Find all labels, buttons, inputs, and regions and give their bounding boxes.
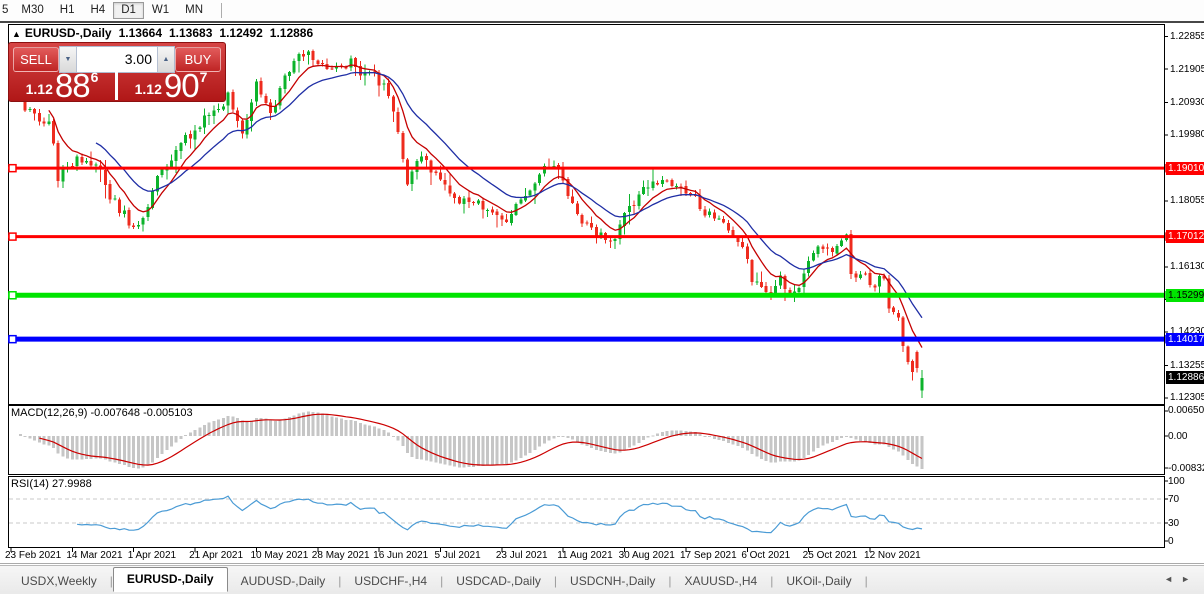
- level-price-label: 1.17012: [1166, 230, 1204, 244]
- toolbar-separator: [221, 3, 223, 18]
- date-axis-label: 6 Oct 2021: [741, 550, 791, 561]
- price-axis-tick: 1.22855: [1170, 31, 1204, 42]
- volume-decrease-icon[interactable]: ▼: [60, 47, 77, 72]
- bid-pip-digit: 6: [90, 69, 99, 85]
- macd-indicator-label: MACD(12,26,9) -0.007648 -0.005103: [11, 407, 193, 419]
- date-axis-label: 16 Jun 2021: [373, 550, 429, 561]
- tab-separator: |: [864, 573, 868, 588]
- rsi-pane: [8, 476, 1165, 548]
- chart-tab-eurusd-daily[interactable]: EURUSD-,Daily: [112, 566, 228, 592]
- rsi-axis-label: 100: [1168, 475, 1185, 487]
- date-axis-label: 21 Apr 2021: [189, 550, 244, 561]
- symbol-header: ▲ EURUSD-,Daily 1.13664 1.13683 1.12492 1.128…: [12, 26, 313, 40]
- toolbar-divider: [0, 21, 1204, 23]
- chart-tab-usdcad-daily[interactable]: USDCAD-,Daily: [456, 573, 541, 588]
- date-axis-label: 5 Jul 2021: [434, 550, 481, 561]
- chart-tab-usdx-weekly[interactable]: USDX,Weekly: [21, 573, 97, 588]
- date-axis-label: 23 Feb 2021: [5, 550, 62, 561]
- date-axis-label: 30 Aug 2021: [618, 550, 675, 561]
- sell-button[interactable]: SELL: [13, 47, 59, 72]
- bar-open-value: 1.13664: [118, 26, 162, 40]
- one-click-trade-panel: SELL ▼ 3.00 ▲ BUY 1.12 88 6 1.12 90 7: [8, 42, 226, 102]
- timeframe-h4[interactable]: H4: [90, 4, 106, 16]
- quote-divider: [115, 72, 118, 100]
- date-axis-label: 25 Oct 2021: [802, 550, 858, 561]
- bid-price[interactable]: 1.12 88 6: [10, 67, 114, 104]
- current-price-label: 1.12886: [1166, 371, 1204, 385]
- bid-prefix: 1.12: [25, 81, 53, 97]
- macd-axis-label: -0.00832: [1168, 462, 1204, 474]
- date-axis-label: 10 May 2021: [250, 550, 309, 561]
- date-axis-label: 23 Jul 2021: [495, 550, 548, 561]
- rsi-line: [77, 495, 923, 534]
- tab-separator: |: [338, 573, 342, 588]
- date-axis-label: 12 Nov 2021: [864, 550, 921, 561]
- ma-slow-line: [95, 71, 923, 319]
- tab-separator: |: [440, 573, 444, 588]
- chart-tab-audusd-daily[interactable]: AUDUSD-,Daily: [240, 573, 326, 588]
- date-axis-label: 28 May 2021: [311, 550, 370, 561]
- date-axis-label: 1 Apr 2021: [127, 550, 177, 561]
- price-axis-tick: 1.13255: [1170, 359, 1204, 371]
- level-price-label: 1.14017: [1166, 332, 1204, 346]
- volume-input[interactable]: 3.00: [77, 47, 157, 72]
- price-axis-tick: 1.21905: [1170, 63, 1204, 75]
- chart-tab-usdchf-h4[interactable]: USDCHF-,H4: [354, 573, 428, 588]
- level-price-label: 1.15299: [1166, 288, 1204, 302]
- macd-axis-label: 0.006503: [1168, 405, 1204, 417]
- timeframe-h1[interactable]: H1: [59, 4, 75, 16]
- ask-prefix: 1.12: [134, 81, 162, 97]
- tab-scroll-right-icon[interactable]: ►: [1181, 574, 1198, 584]
- bid-big-digits: 88: [54, 67, 91, 104]
- tab-scroll-left-icon[interactable]: ◄: [1164, 574, 1182, 584]
- price-axis-tick: 1.20930: [1170, 96, 1204, 108]
- timeframe-m30[interactable]: M30: [21, 4, 44, 16]
- macd-histogram: [18, 411, 924, 469]
- price-axis-tick: 1.16130: [1170, 261, 1204, 273]
- chart-tab-ukoil-daily[interactable]: UKOil-,Daily: [786, 573, 852, 588]
- buy-button[interactable]: BUY: [175, 47, 221, 72]
- timeframe-toolbar: 5 M30 H1 H4 D1 W1 MN: [0, 0, 1204, 21]
- volume-increase-icon[interactable]: ▲: [157, 47, 174, 72]
- date-axis-label: 14 Mar 2021: [66, 550, 123, 561]
- macd-signal-line: [39, 413, 923, 466]
- chart-tab-bar: USDX,Weekly | EURUSD-,Daily AUDUSD-,Daily | U…: [0, 565, 1204, 594]
- rsi-axis-label: 70: [1168, 493, 1180, 505]
- axis-ticks: [10, 36, 1168, 552]
- ask-pip-digit: 7: [199, 69, 208, 85]
- macd-axis-label: 0.00: [1168, 430, 1188, 442]
- collapse-arrow-icon[interactable]: ▲: [12, 29, 21, 39]
- tab-separator: |: [668, 573, 672, 588]
- price-axis-tick: 1.14230: [1170, 325, 1204, 338]
- price-axis-tick: 1.18055: [1170, 195, 1204, 207]
- chart-tab-usdcnh-daily[interactable]: USDCNH-,Daily: [570, 573, 656, 588]
- bar-low-value: 1.12492: [219, 26, 263, 40]
- tab-separator: |: [553, 573, 558, 588]
- ask-price[interactable]: 1.12 90 7: [119, 67, 223, 104]
- timeframe-mn[interactable]: MN: [185, 4, 204, 16]
- volume-stepper: ▼ 3.00 ▲: [59, 46, 175, 73]
- price-axis-tick: 1.19980: [1170, 129, 1204, 141]
- tab-separator: |: [770, 573, 774, 588]
- level-price-label: 1.19010: [1166, 161, 1204, 175]
- date-axis-label: 11 Aug 2021: [557, 550, 613, 561]
- rsi-axis-label: 30: [1168, 517, 1180, 529]
- tab-separator: |: [109, 573, 113, 588]
- ma-fast-line: [48, 64, 923, 348]
- price-axis-tick: 1.12305: [1170, 392, 1204, 404]
- workspace-divider: [0, 563, 1204, 564]
- ask-big-digits: 90: [163, 67, 200, 104]
- date-axis-label: 17 Sep 2021: [679, 550, 737, 561]
- symbol-name: EURUSD-,Daily: [24, 26, 112, 40]
- timeframe-d1[interactable]: D1: [113, 2, 144, 19]
- timeframe-w1[interactable]: W1: [151, 4, 170, 16]
- rsi-axis-label: 0: [1168, 535, 1174, 547]
- bar-close-value: 1.12886: [269, 26, 314, 40]
- timeframe-m15-partial[interactable]: 5: [2, 4, 9, 16]
- rsi-indicator-label: RSI(14) 27.9988: [11, 478, 92, 490]
- chart-tab-xauusd-h4[interactable]: XAUUSD-,H4: [684, 573, 758, 588]
- bar-high-value: 1.13683: [169, 26, 213, 40]
